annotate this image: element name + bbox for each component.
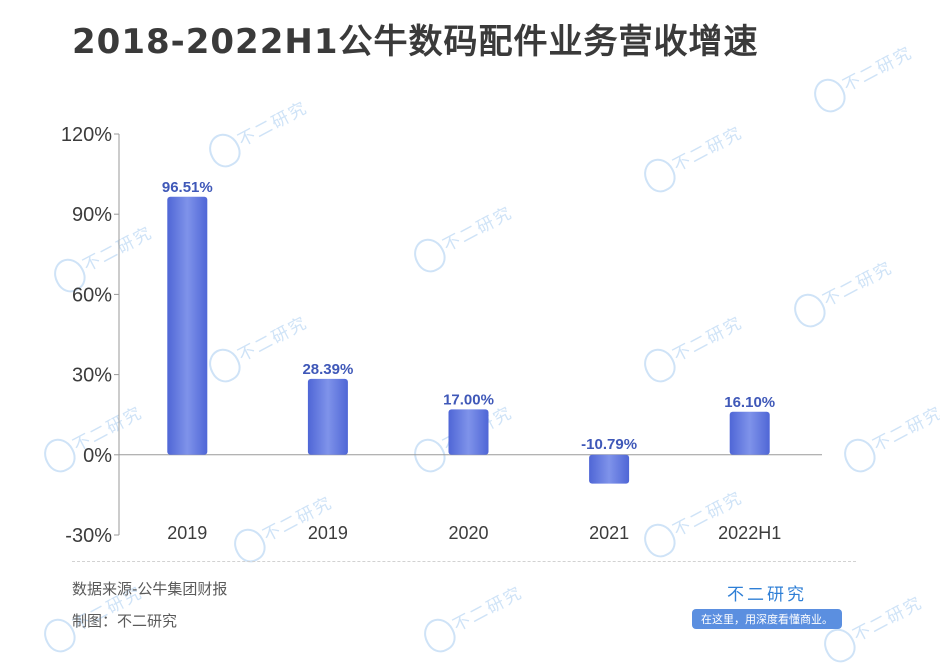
data-label: -10.79%	[581, 436, 637, 453]
x-tick-label: 2022H1	[718, 523, 781, 543]
data-label: 96.51%	[162, 179, 213, 196]
bar	[729, 411, 770, 455]
x-tick-label: 2020	[448, 523, 488, 543]
footer-divider	[72, 561, 856, 562]
brand-logo: 不二研究 在这里，用深度看懂商业。	[692, 580, 842, 629]
x-tick-label: 2021	[589, 523, 629, 543]
y-tick-label: 120%	[61, 124, 112, 146]
data-label: 17.00%	[443, 391, 494, 408]
chart-credit: 制图：不二研究	[72, 612, 178, 630]
x-tick-label: 2019	[167, 523, 207, 543]
bar	[589, 454, 630, 484]
bar	[448, 409, 489, 455]
bar	[307, 378, 348, 455]
brand-name: 不二研究	[727, 585, 807, 605]
bar	[167, 196, 208, 455]
y-tick-label: 0%	[83, 445, 112, 467]
y-tick-label: 60%	[72, 284, 112, 306]
y-tick-label: 30%	[72, 365, 112, 387]
data-label: 28.39%	[302, 361, 353, 378]
chart-title: 2018-2022H1公牛数码配件业务营收增速	[72, 22, 759, 62]
brand-tagline: 在这里，用深度看懂商业。	[692, 609, 842, 629]
data-label: 16.10%	[724, 394, 775, 411]
x-tick-label: 2019	[308, 523, 348, 543]
data-source: 数据来源-公牛集团财报	[72, 580, 228, 598]
bar-chart: 120% 90% 60% 30% 0% -30% 96.51% 2019 28.39% 2019…	[61, 124, 822, 547]
y-tick-label: -30%	[65, 525, 112, 547]
y-tick-label: 90%	[72, 204, 112, 226]
